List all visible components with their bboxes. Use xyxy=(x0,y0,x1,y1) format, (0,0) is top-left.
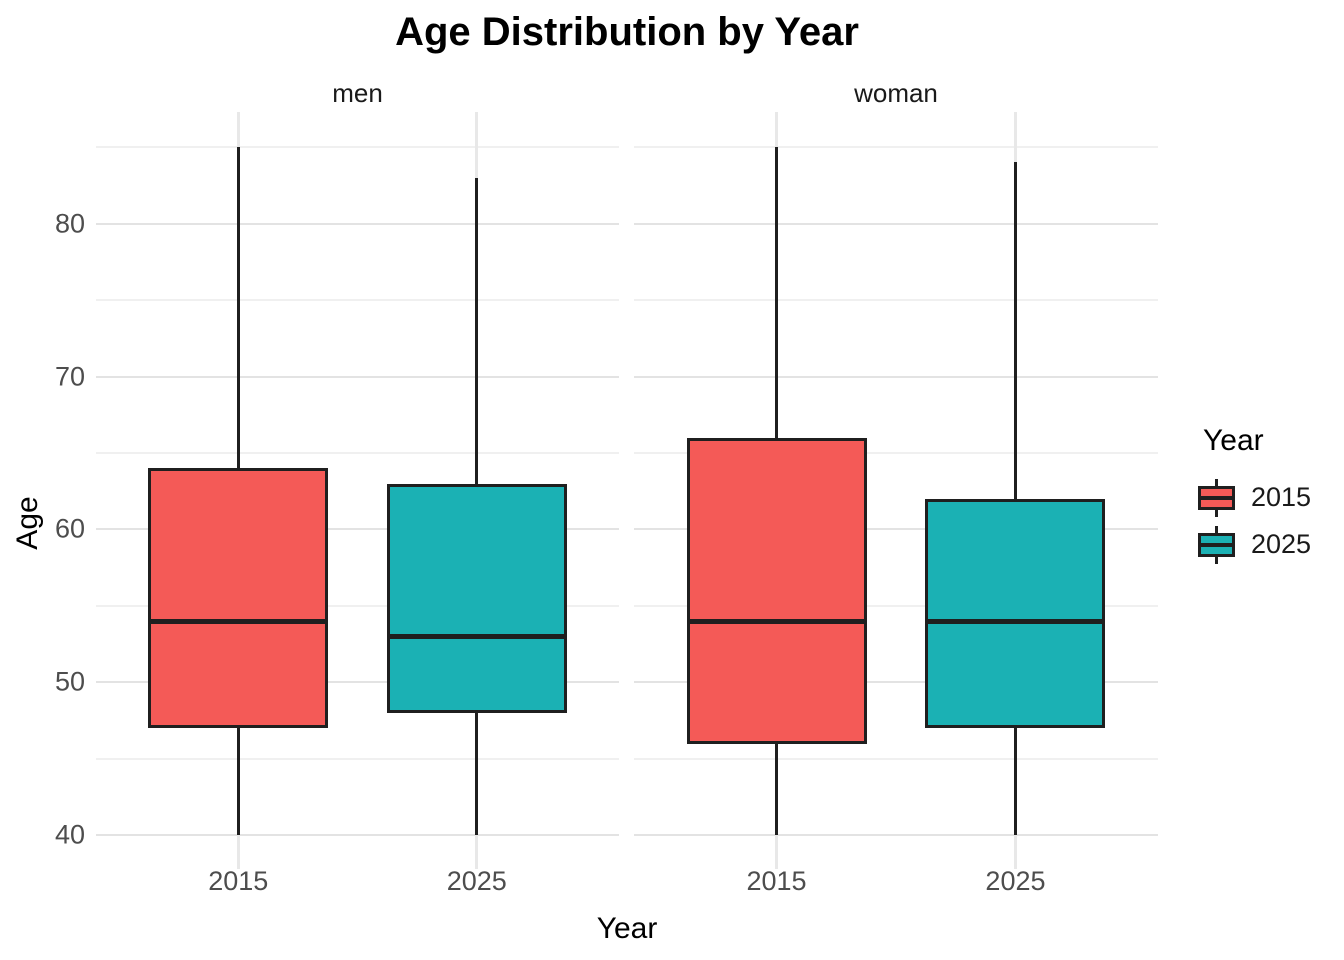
y-tick-label-60: 60 xyxy=(54,513,85,544)
major-gridline-y80 xyxy=(634,222,1158,225)
whisker-lower-men-2015 xyxy=(236,728,240,836)
legend-key-median xyxy=(1198,495,1235,500)
legend-title: Year xyxy=(1203,424,1264,457)
major-gridline-y40 xyxy=(96,834,619,837)
box-men-2015 xyxy=(148,468,329,729)
whisker-lower-woman-2025 xyxy=(1013,728,1017,836)
x-tick-label-men-2025: 2025 xyxy=(446,866,507,896)
legend-item-label: 2015 xyxy=(1251,482,1312,512)
median-woman-2015 xyxy=(686,618,867,624)
minor-gridline-y75 xyxy=(634,299,1158,302)
facet-label-woman: woman xyxy=(854,78,938,108)
whisker-upper-men-2025 xyxy=(475,177,479,484)
whisker-lower-woman-2015 xyxy=(775,743,779,836)
minor-gridline-y85 xyxy=(634,146,1158,149)
minor-gridline-y55 xyxy=(96,604,619,607)
facet-label-men: men xyxy=(332,78,383,108)
minor-gridline-y75 xyxy=(96,299,619,302)
median-men-2015 xyxy=(148,618,329,624)
whisker-upper-woman-2025 xyxy=(1013,162,1017,499)
whisker-lower-men-2025 xyxy=(475,713,479,836)
y-tick-label-80: 80 xyxy=(54,208,85,239)
y-tick-label-50: 50 xyxy=(54,666,85,697)
plot-title: Age Distribution by Year xyxy=(395,10,859,54)
whisker-upper-woman-2015 xyxy=(775,147,779,438)
legend: Year 2015 2025 xyxy=(1198,424,1311,568)
x-axis-title: Year xyxy=(596,912,658,945)
whisker-upper-men-2015 xyxy=(236,147,240,469)
y-tick-label-70: 70 xyxy=(54,361,85,392)
x-tick-label-woman-2025: 2025 xyxy=(985,866,1046,896)
box-woman-2025 xyxy=(925,498,1106,729)
median-men-2025 xyxy=(386,634,567,640)
minor-gridline-y55 xyxy=(634,604,1158,607)
minor-gridline-y85 xyxy=(96,146,619,149)
median-woman-2025 xyxy=(925,618,1106,624)
legend-key-boxplot-icon xyxy=(1198,478,1235,517)
x-tick-label-men-2015: 2015 xyxy=(208,866,269,896)
major-gridline-y40 xyxy=(634,834,1158,837)
major-gridline-y60 xyxy=(634,528,1158,531)
legend-item-2025: 2025 xyxy=(1198,521,1311,568)
legend-key-median xyxy=(1198,542,1235,547)
major-gridline-y50 xyxy=(634,681,1158,684)
legend-items: 2015 2025 xyxy=(1198,474,1311,568)
panel-woman xyxy=(634,112,1158,869)
box-men-2025 xyxy=(386,483,567,713)
box-woman-2015 xyxy=(686,437,867,744)
minor-gridline-y45 xyxy=(634,757,1158,760)
legend-item-label: 2025 xyxy=(1251,529,1312,559)
legend-key-boxplot-icon xyxy=(1198,525,1235,564)
major-gridline-y50 xyxy=(96,681,619,684)
major-gridline-y80 xyxy=(96,222,619,225)
major-gridline-y70 xyxy=(96,375,619,378)
legend-item-2015: 2015 xyxy=(1198,474,1311,521)
major-gridline-y70 xyxy=(634,375,1158,378)
minor-gridline-y65 xyxy=(96,452,619,455)
minor-gridline-y65 xyxy=(634,452,1158,455)
minor-gridline-y45 xyxy=(96,757,619,760)
x-tick-label-woman-2015: 2015 xyxy=(746,866,807,896)
panel-men xyxy=(96,112,619,869)
major-gridline-y60 xyxy=(96,528,619,531)
y-tick-label-40: 40 xyxy=(54,819,85,850)
